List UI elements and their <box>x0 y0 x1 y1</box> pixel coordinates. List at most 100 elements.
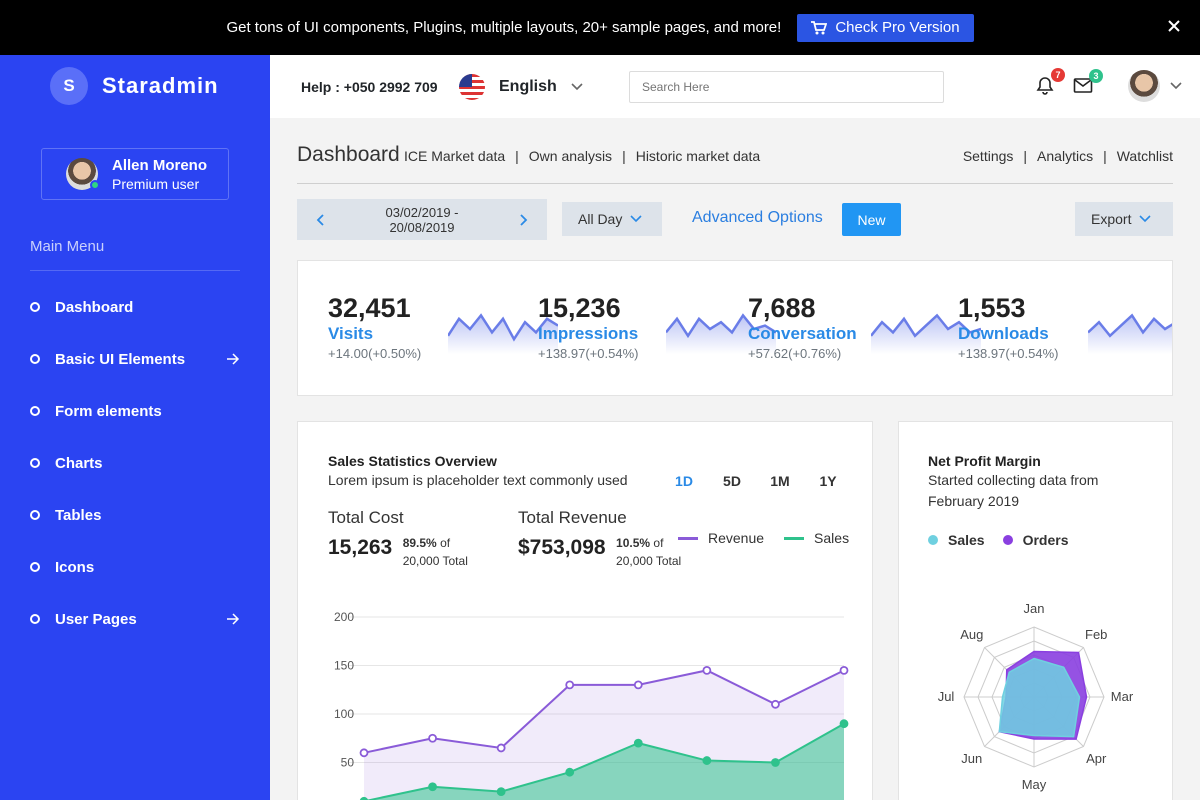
sidebar-item-tables[interactable]: Tables <box>30 489 240 541</box>
sidebar-item-dashboard[interactable]: Dashboard <box>30 281 240 333</box>
chevron-left-icon[interactable] <box>315 213 327 226</box>
stat-downloads: 1,553 Downloads +138.97(+0.54%) <box>958 293 1058 361</box>
notifications-button[interactable]: 7 <box>1035 68 1065 98</box>
sidebar-item-form-elements[interactable]: Form elements <box>30 385 240 437</box>
subnav-historic-market[interactable]: Historic market data <box>635 148 761 164</box>
data-point[interactable] <box>839 719 849 729</box>
total-cost: Total Cost 15,263 89.5% of 20,000 Total <box>328 508 468 570</box>
total-revenue-value: $753,098 <box>518 536 606 559</box>
card-title: Sales Statistics Overview <box>328 453 497 469</box>
new-button[interactable]: New <box>842 203 901 236</box>
brand[interactable]: S Staradmin <box>0 55 270 117</box>
data-point[interactable] <box>702 756 712 765</box>
data-point[interactable] <box>633 680 643 690</box>
range-1y[interactable]: 1Y <box>819 473 837 489</box>
stat-value: 15,236 <box>538 293 621 323</box>
data-point[interactable] <box>359 796 369 800</box>
sparkline-impressions <box>666 313 776 354</box>
date-range-picker: 03/02/2019 - 20/08/2019 <box>297 199 547 240</box>
range-1d[interactable]: 1D <box>675 473 693 489</box>
radar-chart: Jan Feb Mar Apr May Jun Jul Aug <box>938 601 1134 792</box>
user-menu[interactable] <box>1128 70 1182 102</box>
stat-impressions: 15,236 Impressions +138.97(+0.54%) <box>538 293 638 361</box>
data-point[interactable] <box>428 782 437 792</box>
separator: | <box>1023 148 1028 164</box>
sparkline-visits <box>448 313 558 354</box>
close-icon[interactable] <box>1164 16 1184 36</box>
stat-delta: +57.62(+0.76%) <box>748 346 842 361</box>
stat-delta: +138.97(+0.54%) <box>958 346 1059 361</box>
subnav-own-analysis[interactable]: Own analysis <box>528 148 613 164</box>
nav-settings[interactable]: Settings <box>962 148 1014 164</box>
legend-orders[interactable]: Orders <box>1002 532 1069 548</box>
export-dropdown[interactable]: Export <box>1075 202 1173 236</box>
legend-revenue[interactable]: Revenue <box>678 530 764 546</box>
search-input[interactable] <box>629 71 944 103</box>
top-header: Help : +050 2992 709 English 7 3 <box>270 55 1200 118</box>
sales-line-chart: 50 100 150 200 <box>334 610 849 800</box>
us-flag-icon <box>459 73 485 100</box>
radar-axis-label: Jun <box>961 751 982 766</box>
total-revenue-share: 10.5% of 20,000 Total <box>616 536 682 568</box>
language-label: English <box>499 77 557 95</box>
stat-value: 1,553 <box>958 293 1026 323</box>
user-name: Allen Moreno <box>112 156 208 174</box>
advanced-options-link[interactable]: Advanced Options <box>692 209 823 226</box>
nav-analytics[interactable]: Analytics <box>1037 148 1094 164</box>
period-dropdown[interactable]: All Day <box>562 202 662 236</box>
radar-axis-label: Aug <box>960 627 983 642</box>
y-tick-label: 150 <box>334 659 354 673</box>
sidebar-item-charts[interactable]: Charts <box>30 437 240 489</box>
data-point[interactable] <box>839 665 849 675</box>
sparkline-area <box>666 315 776 354</box>
data-point[interactable] <box>565 767 575 777</box>
data-point[interactable] <box>496 787 506 797</box>
date-start: 03/02/2019 - <box>385 204 459 220</box>
data-point[interactable] <box>633 738 643 748</box>
radar-axis-label: Feb <box>1085 627 1107 642</box>
data-point[interactable] <box>428 733 437 743</box>
messages-button[interactable]: 3 <box>1073 69 1103 99</box>
range-tabs: 1D 5D 1M 1Y <box>660 473 852 489</box>
sparkline-line <box>448 313 558 342</box>
subnav-ice-market[interactable]: ICE Market data <box>404 148 506 164</box>
date-range-value[interactable]: 03/02/2019 - 20/08/2019 <box>385 205 458 235</box>
sidebar-item-basic-ui[interactable]: Basic UI Elements <box>30 333 240 385</box>
series-area-sales <box>370 723 844 800</box>
bullet-icon <box>30 510 40 520</box>
stats-card: 32,451 Visits +14.00(+0.50%) 15,236 Impr… <box>297 260 1173 396</box>
sales-legend: Revenue Sales <box>678 530 849 546</box>
user-profile[interactable]: Allen Moreno Premium user <box>41 148 229 200</box>
menu-title: Main Menu <box>30 238 105 255</box>
y-tick-label: 100 <box>334 707 354 721</box>
sidebar-item-label: Icons <box>55 558 95 576</box>
chevron-right-icon[interactable] <box>517 213 529 226</box>
promo-banner: Get tons of UI components, Plugins, mult… <box>0 0 1200 55</box>
stat-label: Impressions <box>538 324 639 343</box>
sidebar-item-user-pages[interactable]: User Pages <box>30 593 240 645</box>
data-point[interactable] <box>359 748 369 758</box>
sidebar-item-label: Form elements <box>55 402 162 420</box>
chevron-down-icon <box>1139 215 1152 223</box>
net-profit-card: Net Profit Margin Started collecting dat… <box>898 421 1173 800</box>
data-point[interactable] <box>565 680 575 690</box>
data-point[interactable] <box>771 699 780 709</box>
data-point[interactable] <box>702 665 712 675</box>
check-pro-button[interactable]: Check Pro Version <box>797 13 974 42</box>
help-phone: Help : +050 2992 709 <box>301 78 438 95</box>
legend-sales[interactable]: Sales <box>784 530 849 546</box>
language-selector[interactable]: English <box>459 73 583 100</box>
radar-axis-label: Apr <box>1086 751 1107 766</box>
total-revenue: Total Revenue $753,098 10.5% of 20,000 To… <box>518 508 681 570</box>
sidebar-item-icons[interactable]: Icons <box>30 541 240 593</box>
nav-watchlist[interactable]: Watchlist <box>1116 148 1173 164</box>
range-1m[interactable]: 1M <box>770 473 790 489</box>
sidebar-item-label: Basic UI Elements <box>55 350 186 368</box>
export-label: Export <box>1091 211 1132 227</box>
data-point[interactable] <box>496 743 506 753</box>
sidebar-item-label: Dashboard <box>55 298 134 316</box>
data-point[interactable] <box>771 758 780 767</box>
total-revenue-label: Total Revenue <box>518 508 627 527</box>
legend-sales[interactable]: Sales <box>928 532 985 548</box>
range-5d[interactable]: 5D <box>723 473 741 489</box>
